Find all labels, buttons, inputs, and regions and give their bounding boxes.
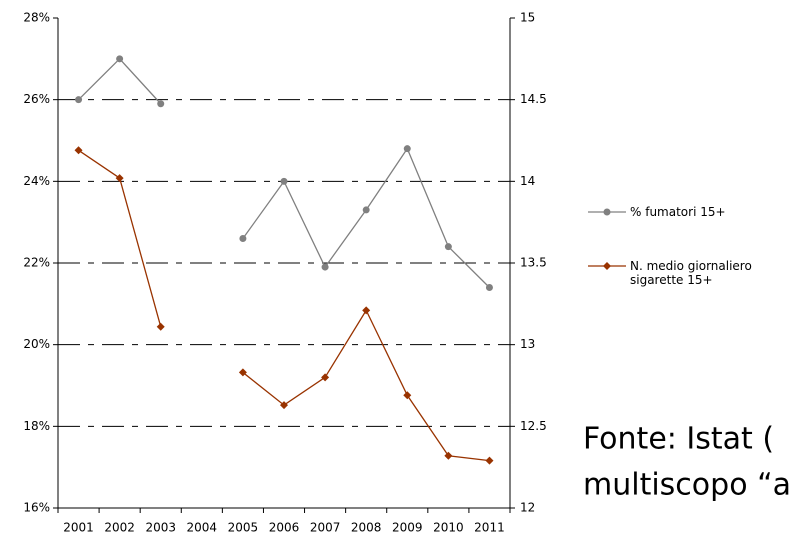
point bbox=[485, 284, 493, 291]
y-tick-label: 28% bbox=[23, 11, 50, 25]
point bbox=[362, 206, 370, 214]
point bbox=[156, 322, 165, 331]
y2-tick-label: 13 bbox=[520, 337, 535, 351]
point bbox=[485, 456, 494, 465]
y-tick-label: 20% bbox=[23, 337, 50, 351]
legend-label: N. medio giornaliero sigarette 15+ bbox=[630, 259, 752, 287]
x-tick-label: 2008 bbox=[351, 521, 382, 535]
x-tick-label: 2003 bbox=[145, 521, 176, 535]
y2-tick-label: 12.5 bbox=[520, 419, 547, 433]
point bbox=[280, 401, 288, 410]
point bbox=[444, 451, 453, 460]
y-tick-label: 24% bbox=[23, 174, 50, 188]
point bbox=[321, 373, 330, 382]
x-tick-label: 2005 bbox=[228, 521, 259, 535]
point bbox=[403, 145, 411, 153]
point bbox=[75, 96, 83, 104]
point bbox=[115, 174, 124, 183]
x-tick-label: 2009 bbox=[392, 521, 423, 535]
y-tick-label: 16% bbox=[23, 501, 50, 515]
point bbox=[603, 208, 611, 216]
point bbox=[444, 243, 452, 251]
y2-tick-label: 14.5 bbox=[520, 92, 547, 106]
y2-tick-label: 13.5 bbox=[520, 256, 547, 270]
y2-tick-label: 14 bbox=[520, 174, 535, 188]
x-tick-label: 2001 bbox=[63, 521, 94, 535]
y-tick-label: 22% bbox=[23, 256, 50, 270]
annotation: multiscopo “a bbox=[583, 468, 789, 503]
point bbox=[116, 55, 124, 63]
y-tick-label: 18% bbox=[23, 419, 50, 433]
x-tick-label: 2002 bbox=[104, 521, 135, 535]
legend-label: % fumatori 15+ bbox=[630, 205, 726, 219]
x-tick-label: 2004 bbox=[187, 521, 218, 535]
point bbox=[362, 306, 371, 315]
y-tick-label: 26% bbox=[23, 92, 50, 106]
point bbox=[403, 391, 412, 400]
point bbox=[238, 368, 247, 377]
point bbox=[603, 262, 611, 270]
point bbox=[239, 235, 247, 242]
point bbox=[280, 177, 288, 185]
y2-tick-label: 15 bbox=[520, 11, 535, 25]
x-tick-label: 2010 bbox=[433, 521, 464, 535]
x-tick-label: 2007 bbox=[310, 521, 341, 535]
y2-tick-label: 12 bbox=[520, 501, 535, 515]
point bbox=[157, 100, 165, 108]
point bbox=[321, 263, 329, 271]
x-tick-label: 2011 bbox=[474, 521, 505, 535]
point bbox=[74, 146, 83, 155]
annotation: Fonte: Istat ( bbox=[583, 422, 774, 457]
x-tick-label: 2006 bbox=[269, 521, 300, 535]
